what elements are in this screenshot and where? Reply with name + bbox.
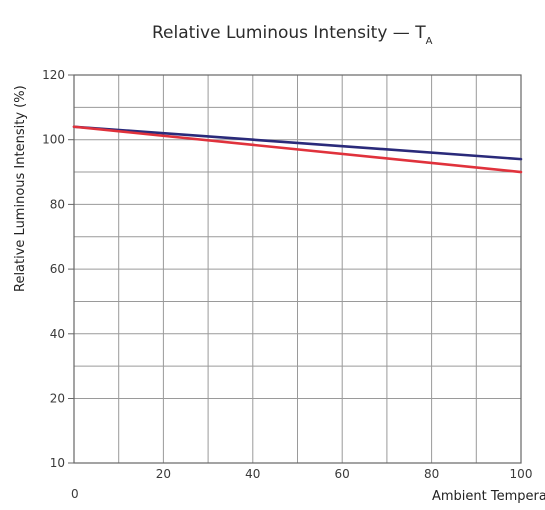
y-tick-label: 40 xyxy=(50,327,65,341)
series-line-2 xyxy=(72,125,523,174)
y-tick-label: 120 xyxy=(42,68,65,82)
x-tick-label: 100 xyxy=(510,467,533,481)
x-tick-label: 80 xyxy=(424,467,439,481)
y-tick-label: 10 xyxy=(50,456,65,470)
y-axis-label: Relative Luminous Intensity (%) xyxy=(13,85,28,292)
y-tick-label: 100 xyxy=(42,133,65,147)
y-tick-label: 20 xyxy=(50,392,65,406)
series-line-1 xyxy=(72,125,523,161)
x-tick-label: 0 xyxy=(71,487,79,501)
x-axis-label: Ambient Temperature (°C) xyxy=(432,489,545,504)
y-tick-label: 80 xyxy=(50,197,65,211)
chart-title: Relative Luminous Intensity — TA xyxy=(152,23,433,47)
x-tick-label: 60 xyxy=(335,467,350,481)
x-tick-label: 40 xyxy=(245,467,260,481)
y-tick-label: 60 xyxy=(50,262,65,276)
x-tick-label: 20 xyxy=(156,467,171,481)
